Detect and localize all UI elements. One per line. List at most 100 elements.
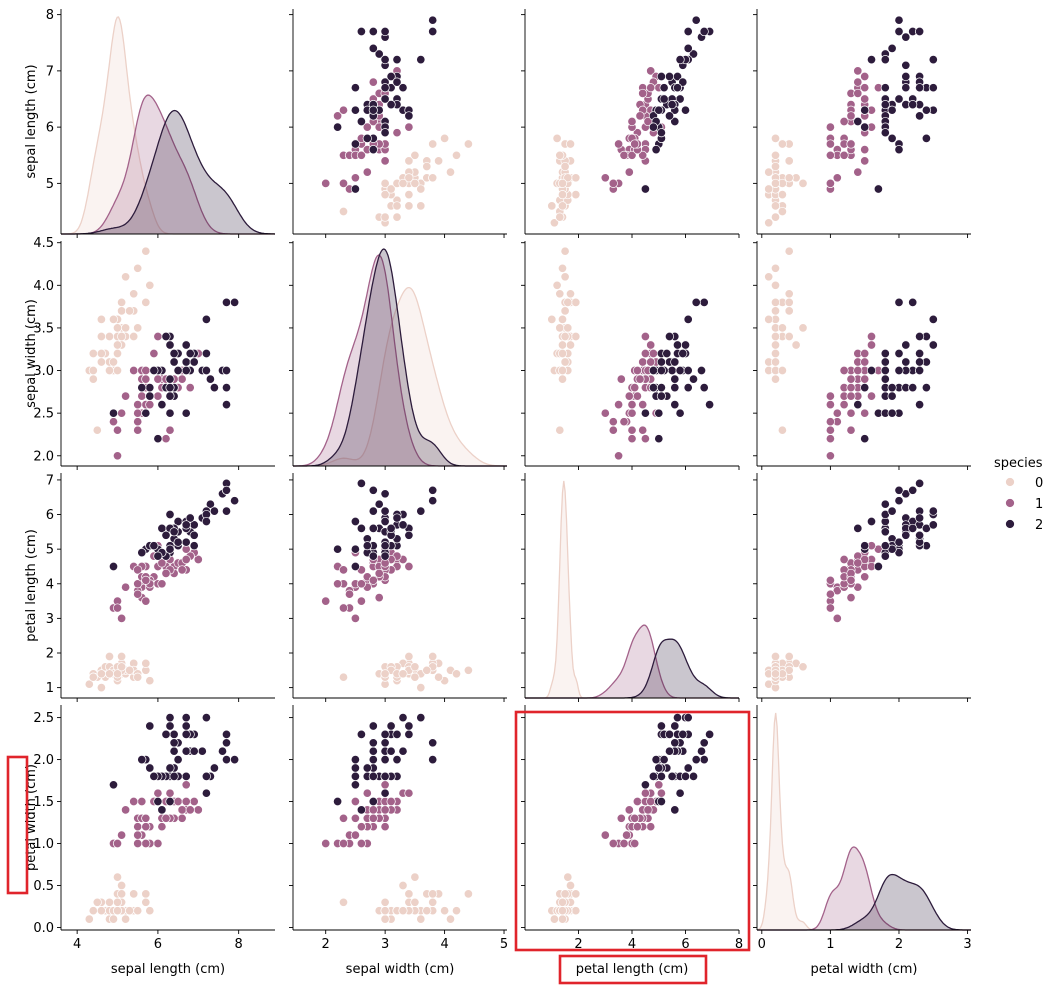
- point-species-1: [141, 838, 151, 849]
- point-species-2: [386, 721, 396, 731]
- point-species-0: [96, 331, 106, 342]
- point-species-2: [165, 544, 175, 554]
- point-species-0: [145, 906, 155, 916]
- point-species-1: [846, 575, 856, 585]
- point-species-2: [350, 755, 360, 765]
- point-species-1: [117, 408, 127, 418]
- point-species-0: [112, 340, 123, 350]
- point-species-1: [614, 400, 624, 410]
- point-species-1: [846, 425, 856, 435]
- point-species-2: [670, 357, 680, 367]
- point-species-1: [338, 565, 349, 575]
- point-species-1: [860, 94, 870, 104]
- point-species-2: [656, 365, 666, 376]
- y-tick-label: 0.0: [33, 921, 54, 936]
- point-species-1: [117, 613, 127, 623]
- point-species-1: [622, 830, 632, 840]
- point-species-1: [350, 173, 360, 183]
- point-species-0: [440, 133, 450, 143]
- point-species-0: [380, 178, 390, 188]
- point-species-2: [380, 489, 390, 499]
- point-species-0: [560, 357, 570, 367]
- point-species-2: [189, 746, 199, 756]
- point-species-0: [571, 906, 581, 916]
- point-species-2: [853, 523, 863, 533]
- point-species-2: [108, 780, 119, 790]
- point-species-1: [141, 365, 151, 376]
- point-species-1: [654, 780, 664, 790]
- point-species-1: [646, 357, 656, 367]
- point-species-1: [846, 408, 856, 418]
- point-species-2: [380, 729, 390, 739]
- point-species-2: [656, 391, 666, 401]
- point-species-0: [108, 314, 119, 324]
- point-species-2: [880, 55, 890, 65]
- point-species-1: [614, 139, 624, 149]
- y-tick-label: 6: [46, 121, 54, 136]
- point-species-0: [555, 150, 565, 160]
- point-species-2: [656, 357, 666, 367]
- point-species-2: [880, 527, 890, 537]
- point-species-1: [608, 425, 618, 435]
- point-species-2: [141, 408, 151, 418]
- point-species-0: [784, 156, 794, 166]
- point-species-0: [557, 374, 568, 384]
- point-species-2: [688, 374, 699, 384]
- y-axis-label-petal-length: petal length (cm): [24, 529, 39, 642]
- point-species-2: [699, 383, 709, 393]
- x-axis-label-petal-width: petal width (cm): [811, 962, 918, 977]
- point-species-1: [153, 788, 163, 798]
- point-species-2: [894, 348, 904, 359]
- point-species-0: [764, 272, 774, 282]
- point-species-2: [699, 26, 709, 37]
- point-species-2: [333, 796, 343, 807]
- point-species-2: [209, 506, 219, 516]
- point-species-0: [784, 289, 794, 299]
- point-species-2: [380, 738, 390, 748]
- point-species-2: [656, 721, 666, 731]
- panel-petal-length-vs-petal-width: [753, 473, 971, 702]
- point-species-0: [770, 331, 781, 342]
- point-species-0: [129, 331, 139, 342]
- point-species-0: [428, 139, 438, 149]
- point-species-1: [600, 830, 610, 840]
- point-species-2: [149, 541, 159, 551]
- point-species-1: [640, 434, 650, 444]
- point-species-0: [770, 201, 781, 211]
- point-species-0: [410, 662, 420, 672]
- point-species-2: [161, 331, 171, 342]
- point-species-2: [683, 314, 693, 324]
- point-species-2: [386, 100, 396, 110]
- point-species-1: [133, 830, 143, 840]
- point-species-2: [333, 122, 343, 132]
- panel-sepal-width-vs-petal-width: [753, 241, 971, 470]
- point-species-1: [648, 348, 658, 359]
- point-species-2: [201, 713, 211, 723]
- point-species-1: [860, 357, 870, 367]
- point-species-0: [770, 306, 781, 316]
- point-species-2: [230, 496, 240, 506]
- point-species-1: [616, 374, 626, 384]
- point-species-0: [777, 365, 787, 376]
- y-tick-label: 8: [46, 8, 54, 23]
- point-species-2: [201, 516, 211, 527]
- point-species-0: [563, 323, 573, 333]
- kde-fill-species-2: [61, 110, 275, 234]
- point-species-1: [839, 554, 849, 565]
- point-species-0: [88, 672, 98, 682]
- point-species-1: [646, 66, 656, 76]
- point-species-2: [169, 527, 179, 537]
- point-species-1: [860, 408, 870, 418]
- point-species-0: [777, 425, 787, 435]
- point-species-1: [640, 348, 650, 359]
- point-species-0: [117, 880, 127, 891]
- kde-fill-species-0: [293, 287, 507, 466]
- point-species-2: [221, 506, 232, 516]
- point-species-2: [683, 383, 693, 393]
- point-species-1: [825, 178, 835, 188]
- point-species-1: [853, 66, 863, 76]
- point-species-2: [221, 485, 232, 495]
- point-species-0: [410, 150, 420, 160]
- point-species-2: [145, 391, 155, 401]
- point-species-2: [691, 297, 701, 307]
